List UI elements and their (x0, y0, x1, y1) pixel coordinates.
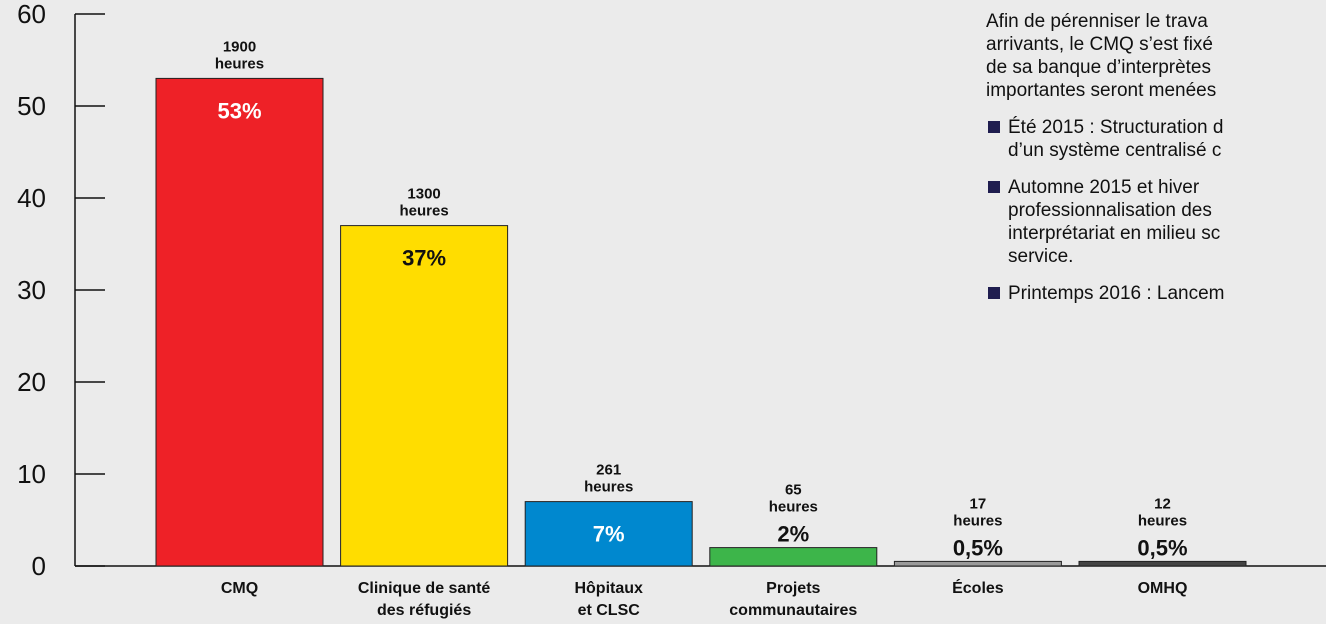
hours-label: heures (584, 479, 633, 496)
category-label: OMHQ (1138, 580, 1188, 597)
hours-label: 261 (596, 462, 621, 479)
square-bullet-icon (988, 121, 1000, 133)
bullet-item-summer-2015: Été 2015 : Structuration d d’un système … (986, 116, 1326, 162)
y-tick-label: 30 (17, 275, 46, 305)
bullet-item-autumn-2015: Automne 2015 et hiver professionnalisati… (986, 176, 1326, 268)
hours-label: heures (953, 512, 1002, 529)
y-tick-label: 60 (17, 0, 46, 29)
bullet-line: professionnalisation des (1008, 200, 1212, 221)
hours-label: 12 (1154, 495, 1171, 512)
intro-line: importantes seront menées (986, 80, 1217, 101)
bullet-line: Été 2015 : Structuration d (1008, 117, 1224, 138)
bar (893, 560, 1062, 567)
category-label: Hôpitaux (574, 580, 643, 597)
hours-label: heures (215, 55, 264, 72)
intro-line: arrivants, le CMQ s’est fixé (986, 34, 1213, 55)
category-label: communautaires (729, 602, 857, 619)
square-bullet-icon (988, 181, 1000, 193)
category-label: CMQ (221, 580, 258, 597)
bullet-item-spring-2016: Printemps 2016 : Lancem (986, 282, 1326, 305)
bullet-line: service. (1008, 246, 1074, 267)
bullet-line: interprétariat en milieu sc (1008, 223, 1221, 244)
intro-line: Afin de pérenniser le trava (986, 11, 1208, 32)
bar (1078, 560, 1247, 567)
bar (524, 501, 693, 567)
percent-label: 7% (593, 522, 625, 547)
percent-label: 0,5% (1137, 535, 1187, 560)
hours-label: 17 (970, 495, 987, 512)
y-tick-label: 10 (17, 459, 46, 489)
square-bullet-icon (988, 287, 1000, 299)
bullet-line: Automne 2015 et hiver (1008, 177, 1200, 198)
category-label: et CLSC (578, 602, 641, 619)
side-text-panel: Afin de pérenniser le trava arrivants, l… (986, 10, 1326, 305)
category-label: Clinique de santé (358, 580, 491, 597)
hours-label: 1300 (407, 186, 440, 203)
bullet-line: d’un système centralisé c (1008, 140, 1222, 161)
hours-label: heures (1138, 512, 1187, 529)
chart-bars (155, 77, 1247, 567)
percent-label: 2% (777, 522, 809, 547)
hours-label: 65 (785, 482, 802, 499)
y-tick-label: 50 (17, 91, 46, 121)
bar (709, 547, 878, 567)
hours-label: heures (769, 499, 818, 516)
y-tick-label: 40 (17, 183, 46, 213)
intro-line: de sa banque d’interprètes (986, 57, 1211, 78)
bar (340, 225, 509, 567)
percent-label: 0,5% (953, 535, 1003, 560)
category-label: Écoles (952, 578, 1004, 597)
bar (155, 77, 324, 567)
intro-paragraph: Afin de pérenniser le trava arrivants, l… (986, 10, 1326, 102)
bullet-line: Printemps 2016 : Lancem (1008, 283, 1225, 304)
y-tick-label: 0 (32, 551, 46, 581)
category-label: Projets (766, 580, 820, 597)
category-label: des réfugiés (377, 602, 471, 619)
percent-label: 53% (217, 98, 261, 123)
hours-label: 1900 (223, 38, 256, 55)
hours-label: heures (399, 203, 448, 220)
percent-label: 37% (402, 246, 446, 271)
y-tick-label: 20 (17, 367, 46, 397)
